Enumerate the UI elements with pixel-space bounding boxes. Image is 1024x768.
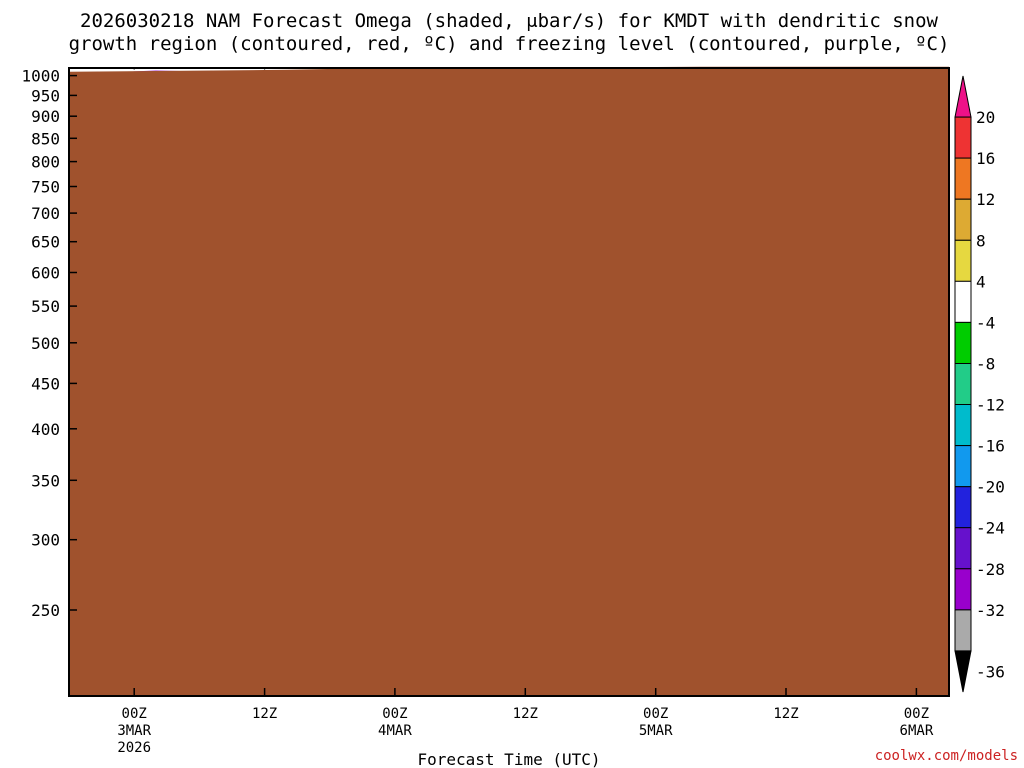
xtick-label-0: 00Z	[122, 706, 147, 722]
colorbar-bin-3	[954, 198, 972, 241]
colorbar-bin-4	[954, 239, 972, 282]
ytick-label-250: 250	[31, 601, 60, 620]
xtick-year-0: 2026	[117, 740, 151, 756]
ytick-label-850: 850	[31, 129, 60, 148]
ytick-label-700: 700	[31, 204, 60, 223]
ytick-label-400: 400	[31, 420, 60, 439]
xtick-label-12: 12Z	[252, 706, 277, 722]
ytick-label-500: 500	[31, 334, 60, 353]
colorbar-label-3: 12	[976, 190, 995, 209]
colorbar-label-11: -24	[976, 519, 1005, 538]
ytick-label-450: 450	[31, 374, 60, 393]
xtick-date-48: 5MAR	[639, 723, 673, 739]
colorbar-label-1: 20	[976, 108, 995, 127]
ytick-label-1000: 1000	[21, 67, 60, 86]
ytick-label-800: 800	[31, 153, 60, 172]
xtick-label-24: 00Z	[382, 706, 407, 722]
ground	[69, 66, 949, 697]
colorbar-bin-9	[954, 445, 972, 488]
xtick-date-24: 4MAR	[378, 723, 412, 739]
colorbar-bin-14	[954, 650, 972, 693]
colorbar-bin-6	[954, 321, 972, 364]
colorbar-label-9: -16	[976, 437, 1005, 456]
colorbar-label-5: 4	[976, 272, 986, 291]
colorbar-bin-11	[954, 527, 972, 570]
xtick-label-60: 12Z	[773, 706, 798, 722]
ytick-label-900: 900	[31, 107, 60, 126]
ytick-label-750: 750	[31, 178, 60, 197]
colorbar-bin-8	[954, 404, 972, 447]
colorbar-bin-1	[954, 116, 972, 159]
colorbar-label-2: 16	[976, 149, 995, 168]
colorbar-label-10: -20	[976, 478, 1005, 497]
xtick-date-0: 3MAR	[117, 723, 151, 739]
colorbar-bin-7	[954, 363, 972, 406]
title-line-1: 2026030218 NAM Forecast Omega (shaded, μ…	[80, 10, 938, 32]
colorbar-label-13: -32	[976, 601, 1005, 620]
colorbar-bin-12	[954, 568, 972, 611]
colorbar-bin-13	[954, 609, 972, 652]
colorbar-label-7: -8	[976, 355, 995, 374]
plot-frame	[68, 67, 950, 697]
xtick-label-48: 00Z	[643, 706, 668, 722]
colorbar-bin-10	[954, 486, 972, 529]
y-axis: 250 300 350 400 450 500 550 600 650 700 750 800 850 9…	[21, 67, 77, 620]
ytick-label-950: 950	[31, 86, 60, 105]
credit-text: coolwx.com/models	[875, 748, 1018, 764]
colorbar-bin-5	[954, 280, 972, 323]
colorbar-bin-0	[954, 75, 972, 118]
x-axis-title: Forecast Time (UTC)	[417, 750, 600, 768]
xtick-label-72: 00Z	[904, 706, 929, 722]
colorbar-label-6: -4	[976, 313, 995, 332]
ytick-label-600: 600	[31, 264, 60, 283]
colorbar-label-4: 8	[976, 231, 986, 250]
ytick-label-650: 650	[31, 233, 60, 252]
title: 2026030218 NAM Forecast Omega (shaded, μ…	[69, 10, 950, 55]
ytick-label-300: 300	[31, 531, 60, 550]
xtick-label-36: 12Z	[513, 706, 538, 722]
ytick-label-350: 350	[31, 471, 60, 490]
colorbar-label-8: -12	[976, 396, 1005, 415]
colorbar: 20 16 12 8 4 -4 -8 -12 -16 -20 -24 -28 -32 -36	[954, 75, 1005, 693]
colorbar-bin-2	[954, 157, 972, 200]
colorbar-label-14: -36	[976, 663, 1005, 682]
terrain-fill	[69, 66, 949, 697]
ytick-label-550: 550	[31, 297, 60, 316]
title-line-2: growth region (contoured, red, ºC) and f…	[69, 33, 950, 55]
colorbar-label-12: -28	[976, 560, 1005, 579]
xtick-date-72: 6MAR	[900, 723, 934, 739]
